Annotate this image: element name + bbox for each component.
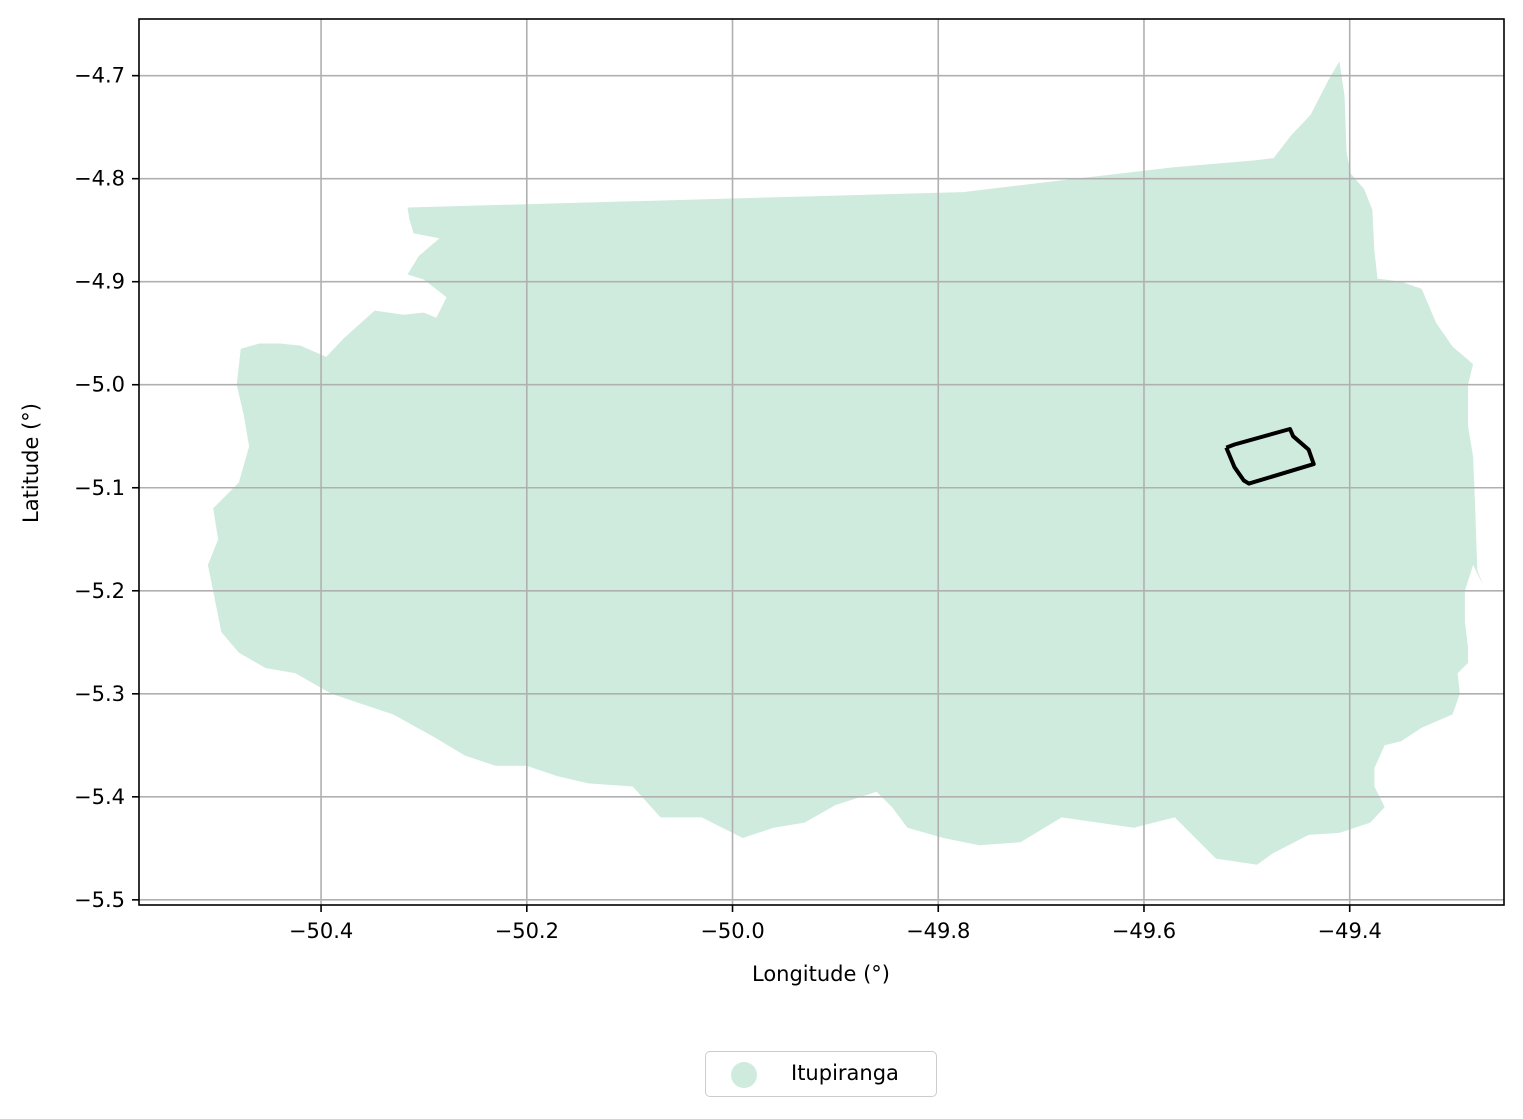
x-tick-label: −49.6 [1112,919,1176,943]
y-tick-label: −5.5 [74,888,125,912]
x-tick-label: −49.8 [906,919,970,943]
grid-lines [139,19,1504,905]
y-tick-label: −4.8 [74,167,125,191]
y-tick-label: −5.4 [74,785,125,809]
y-tick-label: −5.2 [74,579,125,603]
outlined-area [1224,427,1316,486]
y-tick-label: −5.1 [74,476,125,500]
legend-label-itupiranga: Itupiranga [791,1061,899,1085]
y-tick-label: −5.0 [74,373,125,397]
y-tick-label: −5.3 [74,682,125,706]
x-tick-label: −50.4 [289,919,353,943]
axis-ticks: −50.4 −50.2 −50.0 −49.8 −49.6 −49.4 −4.7 −4.8 −4… [74,64,1382,943]
y-tick-label: −4.7 [74,64,125,88]
y-tick-label: −4.9 [74,270,125,294]
map-layer [207,61,1484,865]
region-itupiranga [207,61,1484,865]
x-tick-label: −50.2 [495,919,559,943]
legend-marker-itupiranga [731,1062,757,1088]
y-axis-label: Latitude (°) [19,403,43,523]
x-tick-label: −50.0 [700,919,764,943]
x-axis-label: Longitude (°) [752,962,890,986]
axes-frame [138,18,1505,906]
legend: Itupiranga [705,1051,937,1097]
x-tick-label: −49.4 [1318,919,1382,943]
